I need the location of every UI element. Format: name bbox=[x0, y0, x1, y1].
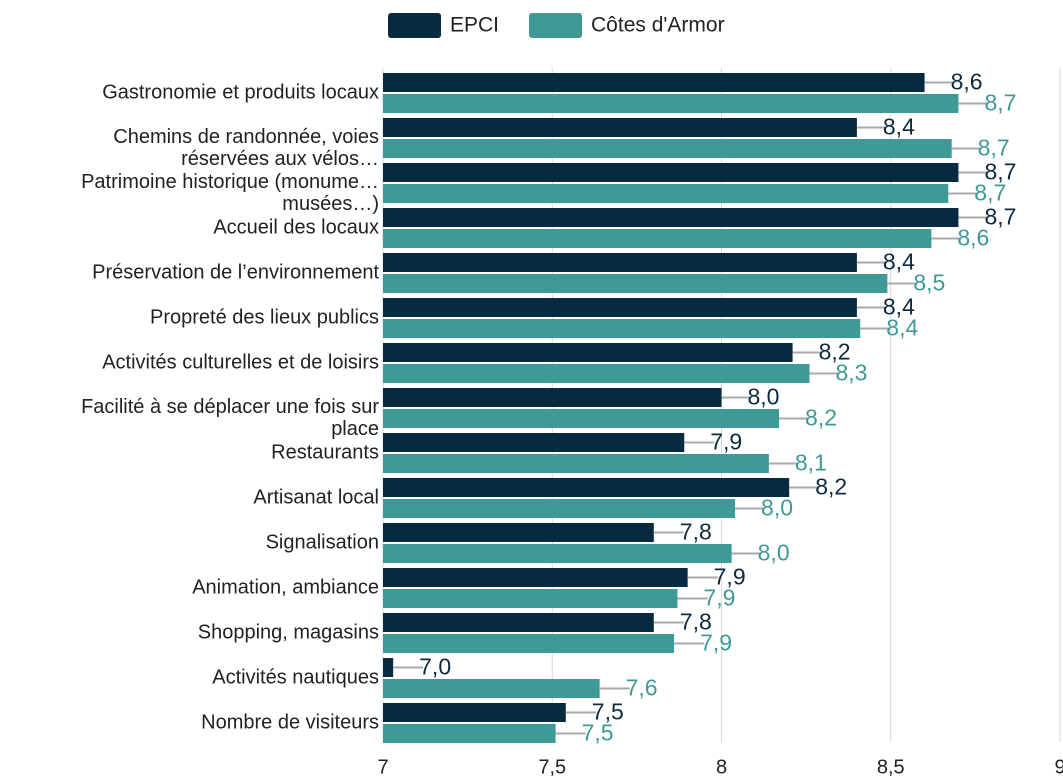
x-tick-label: 8,5 bbox=[877, 756, 905, 776]
x-tick-label: 8 bbox=[716, 756, 727, 776]
value-label: 8,2 bbox=[805, 405, 837, 431]
bar bbox=[383, 499, 736, 518]
bar bbox=[383, 73, 925, 92]
category-label: Facilité à se déplacer une fois sur place bbox=[81, 396, 379, 440]
bar bbox=[383, 523, 654, 542]
bar bbox=[383, 478, 790, 497]
value-label: 7,6 bbox=[626, 675, 658, 701]
value-label: 7,9 bbox=[714, 564, 746, 590]
value-label: 8,6 bbox=[951, 69, 983, 95]
value-label: 7,8 bbox=[680, 609, 712, 635]
value-label: 8,7 bbox=[978, 135, 1010, 161]
bar bbox=[383, 613, 654, 632]
value-label: 8,0 bbox=[758, 540, 790, 566]
value-label: 8,3 bbox=[836, 360, 868, 386]
value-label: 8,4 bbox=[883, 294, 915, 320]
bar bbox=[383, 364, 810, 383]
value-label: 8,4 bbox=[883, 249, 915, 275]
category-label: Gastronomie et produits locaux bbox=[102, 81, 379, 103]
bar bbox=[383, 433, 685, 452]
bar bbox=[383, 568, 688, 587]
category-label: Animation, ambiance bbox=[192, 576, 379, 598]
bar bbox=[383, 409, 780, 428]
value-label: 8,1 bbox=[795, 450, 827, 476]
category-label: Shopping, magasins bbox=[198, 621, 379, 643]
value-label: 7,5 bbox=[592, 699, 624, 725]
category-label: Accueil des locaux bbox=[213, 216, 379, 238]
bar bbox=[383, 229, 932, 248]
bar bbox=[383, 454, 769, 473]
category-label: Préservation de l’environnement bbox=[92, 261, 379, 283]
legend-label: EPCI bbox=[450, 14, 499, 37]
bar bbox=[383, 703, 566, 722]
value-label: 7,0 bbox=[419, 654, 451, 680]
value-label: 8,0 bbox=[761, 495, 793, 521]
category-label: Activités nautiques bbox=[212, 666, 379, 688]
category-label: Artisanat local bbox=[253, 486, 379, 508]
bar bbox=[383, 658, 394, 677]
bar bbox=[383, 184, 949, 203]
value-label: 8,5 bbox=[913, 270, 945, 296]
legend-label: Côtes d'Armor bbox=[591, 14, 725, 37]
bar bbox=[383, 388, 722, 407]
value-label: 8,7 bbox=[984, 204, 1016, 230]
value-label: 8,6 bbox=[957, 225, 989, 251]
bar bbox=[383, 343, 793, 362]
bar bbox=[383, 253, 857, 272]
category-label: Restaurants bbox=[271, 441, 379, 463]
bar bbox=[383, 208, 959, 227]
bar bbox=[383, 634, 675, 653]
value-label: 8,4 bbox=[883, 114, 915, 140]
value-label: 8,7 bbox=[984, 90, 1016, 116]
x-tick-label: 7,5 bbox=[538, 756, 566, 776]
value-label: 8,0 bbox=[748, 384, 780, 410]
value-label: 8,7 bbox=[974, 180, 1006, 206]
bar bbox=[383, 94, 959, 113]
bar bbox=[383, 298, 857, 317]
value-label: 8,7 bbox=[984, 159, 1016, 185]
value-label: 7,5 bbox=[582, 720, 614, 746]
category-label: Activités culturelles et de loisirs bbox=[102, 351, 379, 373]
bar bbox=[383, 589, 678, 608]
bar bbox=[383, 544, 732, 563]
bar bbox=[383, 724, 556, 743]
bar bbox=[383, 163, 959, 182]
category-label: Chemins de randonnée, voies réservées aux… bbox=[113, 126, 379, 170]
x-tick-label: 9 bbox=[1054, 756, 1063, 776]
category-label: Nombre de visiteurs bbox=[201, 711, 379, 733]
bar bbox=[383, 274, 888, 293]
category-label: Signalisation bbox=[266, 531, 379, 553]
value-label: 8,2 bbox=[815, 474, 847, 500]
value-label: 7,9 bbox=[710, 429, 742, 455]
bar bbox=[383, 679, 600, 698]
bar bbox=[383, 118, 857, 137]
value-label: 7,8 bbox=[680, 519, 712, 545]
legend-swatch bbox=[529, 13, 583, 38]
category-label: Propreté des lieux publics bbox=[150, 306, 379, 328]
value-label: 8,2 bbox=[819, 339, 851, 365]
legend-swatch bbox=[388, 13, 441, 38]
value-label: 7,9 bbox=[700, 630, 732, 656]
bar bbox=[383, 139, 952, 158]
value-label: 8,4 bbox=[886, 315, 918, 341]
bar bbox=[383, 319, 861, 338]
x-tick-label: 7 bbox=[377, 756, 388, 776]
value-label: 7,9 bbox=[703, 585, 735, 611]
category-label: Patrimoine historique (monume… musées…) bbox=[81, 171, 379, 215]
